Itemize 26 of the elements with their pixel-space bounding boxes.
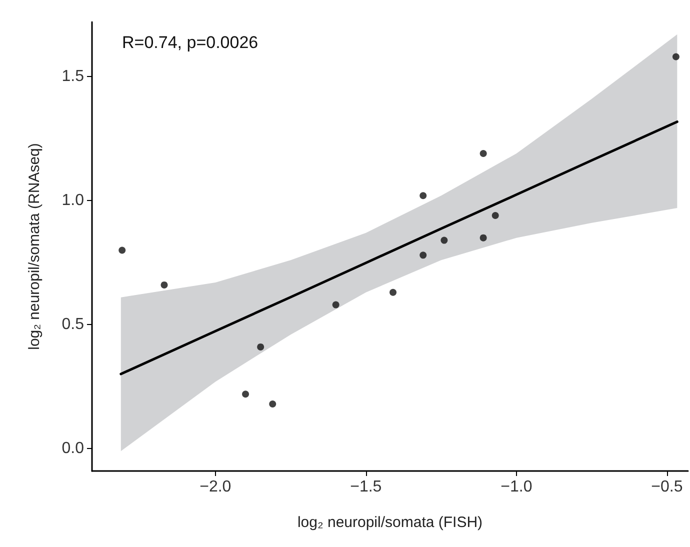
y-tick-label: 0.5 xyxy=(62,316,84,334)
x-axis-title: log₂ neuropil/somata (FISH) xyxy=(297,514,483,531)
x-tick-label: −1.0 xyxy=(500,478,532,496)
point xyxy=(492,212,499,219)
point xyxy=(242,390,250,398)
x-tick-label: −1.5 xyxy=(350,478,382,496)
point xyxy=(118,246,126,254)
y-axis-title: log₂ neuropil/somata (RNAseq) xyxy=(26,143,43,350)
annotation: R=0.74, p=0.0026 xyxy=(122,33,258,52)
y-tick-label: 0.0 xyxy=(62,440,84,458)
x-tick-label: −0.5 xyxy=(651,478,683,496)
point xyxy=(672,53,680,60)
y-tick-label: 1.0 xyxy=(62,192,84,210)
point xyxy=(420,192,427,200)
point xyxy=(257,343,264,350)
point xyxy=(390,288,397,296)
point xyxy=(420,252,427,259)
line-series xyxy=(120,120,678,376)
y-tick-label: 1.5 xyxy=(62,68,84,86)
point xyxy=(160,281,168,288)
point xyxy=(332,301,340,308)
point xyxy=(269,400,276,408)
point xyxy=(480,150,487,157)
point xyxy=(440,236,448,244)
x-tick-label: −2.0 xyxy=(200,478,232,496)
point xyxy=(480,234,487,242)
